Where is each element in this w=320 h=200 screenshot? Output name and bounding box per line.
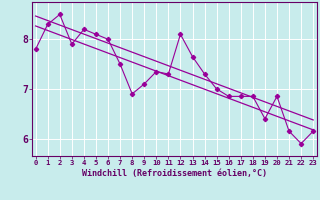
X-axis label: Windchill (Refroidissement éolien,°C): Windchill (Refroidissement éolien,°C) — [82, 169, 267, 178]
